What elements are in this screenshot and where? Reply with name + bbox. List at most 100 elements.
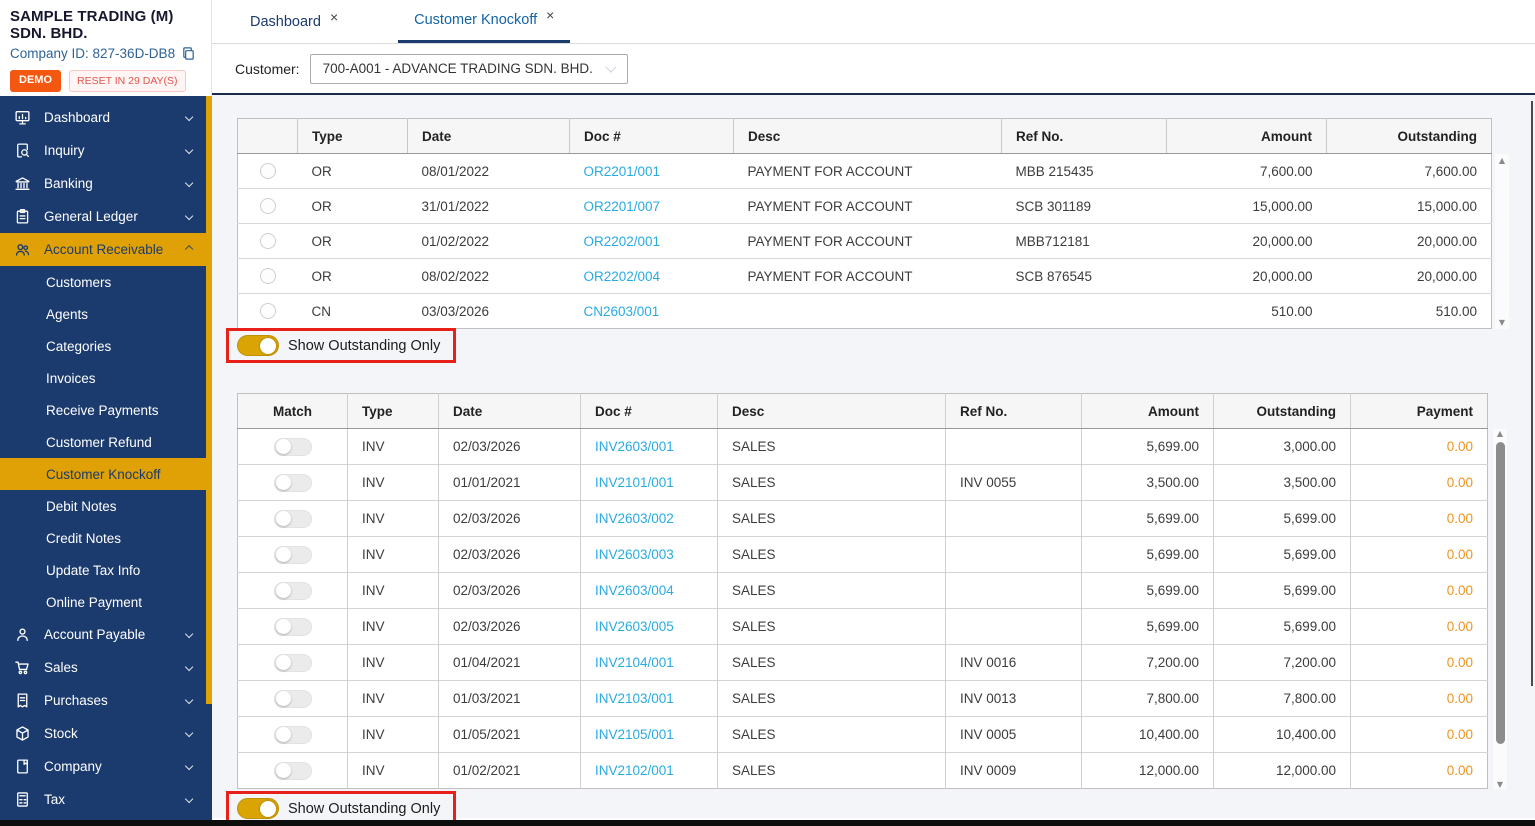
- sidebar-item-sales[interactable]: Sales: [0, 651, 212, 684]
- payment-cell[interactable]: 0.00: [1351, 573, 1488, 609]
- match-toggle[interactable]: [274, 762, 312, 780]
- col-header-amount: Amount: [1167, 119, 1327, 154]
- doc-link[interactable]: INV2603/001: [595, 439, 674, 454]
- sidebar-subitem-credit-notes[interactable]: Credit Notes: [0, 522, 212, 554]
- payment-cell[interactable]: 0.00: [1351, 681, 1488, 717]
- doc-link[interactable]: INV2603/002: [595, 511, 674, 526]
- sidebar-subitem-customers[interactable]: Customers: [0, 266, 212, 298]
- table-row: INV 01/01/2021 INV2101/001 SALES INV 005…: [238, 465, 1488, 501]
- amount-cell: 20,000.00: [1167, 224, 1327, 259]
- toggle-knob: [276, 583, 291, 598]
- outstanding-cell: 3,000.00: [1214, 429, 1351, 465]
- sidebar-item-account-payable[interactable]: Account Payable: [0, 618, 212, 651]
- payment-cell[interactable]: 0.00: [1351, 753, 1488, 789]
- scroll-down-icon[interactable]: ▼: [1493, 780, 1507, 789]
- doc-link[interactable]: OR2202/001: [584, 234, 661, 249]
- match-toggle[interactable]: [274, 474, 312, 492]
- doc-link[interactable]: CN2603/001: [584, 304, 660, 319]
- match-toggle[interactable]: [274, 438, 312, 456]
- date-cell: 31/01/2022: [408, 189, 570, 224]
- chevron-down-icon: [185, 113, 194, 122]
- sidebar-subitem-update-tax-info[interactable]: Update Tax Info: [0, 554, 212, 586]
- invoices-table-scrollbar[interactable]: ▲ ▼: [1493, 429, 1507, 789]
- payment-cell[interactable]: 0.00: [1351, 717, 1488, 753]
- close-icon[interactable]: ×: [546, 7, 554, 23]
- sidebar-subitem-label: Customer Refund: [46, 435, 152, 450]
- doc-link[interactable]: OR2201/001: [584, 164, 661, 179]
- sidebar-item-purchases[interactable]: Purchases: [0, 684, 212, 717]
- bottom-bar: [0, 820, 1535, 826]
- doc-link[interactable]: OR2202/004: [584, 269, 661, 284]
- sidebar-subitem-invoices[interactable]: Invoices: [0, 362, 212, 394]
- toggle-knob: [260, 338, 276, 354]
- scroll-up-icon[interactable]: ▲: [1493, 429, 1507, 438]
- tab-bar: Dashboard × Customer Knockoff ×: [212, 0, 1535, 44]
- doc-link[interactable]: INV2603/003: [595, 547, 674, 562]
- row-radio[interactable]: [260, 198, 276, 214]
- payment-cell[interactable]: 0.00: [1351, 465, 1488, 501]
- doc-link[interactable]: INV2101/001: [595, 475, 674, 490]
- customer-select[interactable]: 700-A001 - ADVANCE TRADING SDN. BHD.: [310, 54, 628, 84]
- row-radio[interactable]: [260, 233, 276, 249]
- scroll-up-icon[interactable]: ▲: [1495, 156, 1509, 165]
- doc-link[interactable]: INV2105/001: [595, 727, 674, 742]
- desc-cell: SALES: [718, 717, 946, 753]
- sidebar-subitem-customer-knockoff[interactable]: Customer Knockoff: [0, 458, 212, 490]
- row-radio[interactable]: [260, 268, 276, 284]
- sidebar-item-stock[interactable]: Stock: [0, 717, 212, 750]
- payment-cell[interactable]: 0.00: [1351, 501, 1488, 537]
- sidebar-subitem-categories[interactable]: Categories: [0, 330, 212, 362]
- match-toggle[interactable]: [274, 618, 312, 636]
- doc-link[interactable]: INV2603/004: [595, 583, 674, 598]
- ref-cell: [946, 501, 1082, 537]
- doc-link[interactable]: INV2103/001: [595, 691, 674, 706]
- row-radio[interactable]: [260, 163, 276, 179]
- sidebar-item-banking[interactable]: Banking: [0, 167, 212, 200]
- sidebar-subitem-debit-notes[interactable]: Debit Notes: [0, 490, 212, 522]
- scrollbar-thumb[interactable]: [1496, 442, 1505, 744]
- match-toggle[interactable]: [274, 654, 312, 672]
- sidebar-item-account-receivable[interactable]: Account Receivable: [0, 233, 212, 266]
- doc-link[interactable]: OR2201/007: [584, 199, 661, 214]
- outstanding-cell: 15,000.00: [1327, 189, 1492, 224]
- ref-cell: [946, 609, 1082, 645]
- sidebar-subitem-agents[interactable]: Agents: [0, 298, 212, 330]
- ref-cell: [1002, 294, 1167, 329]
- payment-cell[interactable]: 0.00: [1351, 645, 1488, 681]
- sidebar-item-tax[interactable]: Tax: [0, 783, 212, 816]
- payment-cell[interactable]: 0.00: [1351, 537, 1488, 573]
- match-toggle[interactable]: [274, 690, 312, 708]
- scroll-down-icon[interactable]: ▼: [1495, 318, 1509, 327]
- sidebar-scrollbar-thumb[interactable]: [206, 96, 212, 704]
- sidebar-subitem-label: Credit Notes: [46, 531, 121, 546]
- ref-cell: INV 0055: [946, 465, 1082, 501]
- tab-customer-knockoff[interactable]: Customer Knockoff ×: [398, 0, 570, 43]
- match-toggle[interactable]: [274, 582, 312, 600]
- match-toggle[interactable]: [274, 510, 312, 528]
- sidebar-item-dashboard[interactable]: Dashboard: [0, 101, 212, 134]
- date-cell: 01/05/2021: [439, 717, 581, 753]
- doc-link[interactable]: INV2104/001: [595, 655, 674, 670]
- doc-link[interactable]: INV2102/001: [595, 763, 674, 778]
- sidebar-item-inquiry[interactable]: Inquiry: [0, 134, 212, 167]
- show-outstanding-toggle[interactable]: [237, 335, 279, 356]
- match-toggle[interactable]: [274, 546, 312, 564]
- copy-icon[interactable]: [181, 46, 196, 61]
- sidebar-item-company[interactable]: Company: [0, 750, 212, 783]
- sidebar-subitem-receive-payments[interactable]: Receive Payments: [0, 394, 212, 426]
- doc-link[interactable]: INV2603/005: [595, 619, 674, 634]
- payment-cell[interactable]: 0.00: [1351, 609, 1488, 645]
- ref-cell: [946, 429, 1082, 465]
- match-toggle[interactable]: [274, 726, 312, 744]
- close-icon[interactable]: ×: [330, 9, 338, 25]
- row-radio[interactable]: [260, 303, 276, 319]
- credits-table-scrollbar[interactable]: ▲ ▼: [1495, 154, 1509, 329]
- show-outstanding-toggle[interactable]: [237, 798, 279, 819]
- ref-cell: SCB 301189: [1002, 189, 1167, 224]
- sidebar-subitem-online-payment[interactable]: Online Payment: [0, 586, 212, 618]
- sidebar-item-general-ledger[interactable]: General Ledger: [0, 200, 212, 233]
- payment-cell[interactable]: 0.00: [1351, 429, 1488, 465]
- tab-dashboard[interactable]: Dashboard ×: [234, 0, 354, 43]
- sidebar-subitem-customer-refund[interactable]: Customer Refund: [0, 426, 212, 458]
- ref-cell: MBB 215435: [1002, 154, 1167, 189]
